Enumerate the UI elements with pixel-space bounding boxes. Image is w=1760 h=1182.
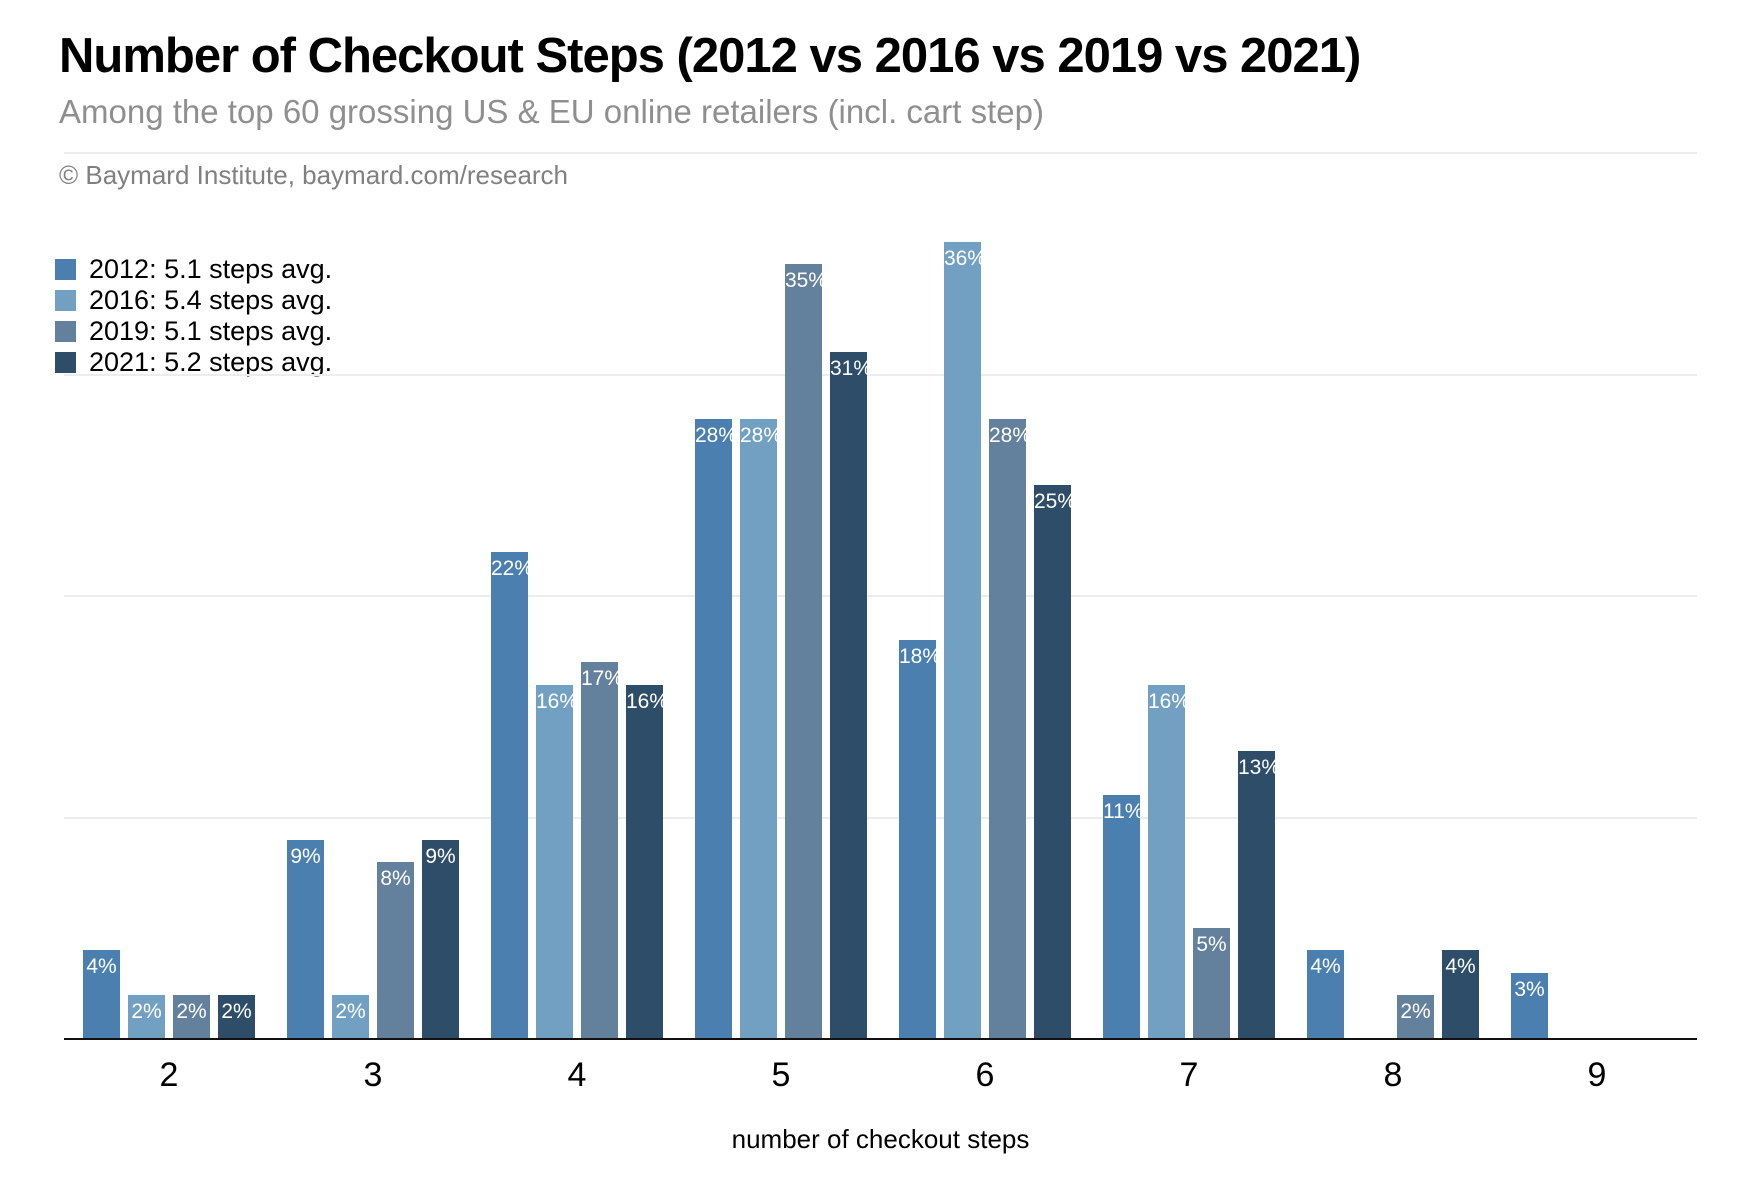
bar-value-label: 28% [740, 423, 783, 447]
bar-value-label: 2% [131, 999, 162, 1023]
legend-label: 2016: 5.4 steps avg. [89, 285, 333, 315]
bar-2021-steps-8: 4% [1442, 950, 1479, 1039]
bar-value-label: 18% [899, 645, 942, 669]
bar-value-label: 25% [1034, 490, 1077, 514]
x-tick-3: 3 [363, 1056, 383, 1094]
bar-2021-steps-6: 25% [1034, 485, 1077, 1039]
legend-label: 2021: 5.2 steps avg. [89, 347, 333, 377]
x-tick-8: 8 [1383, 1056, 1403, 1094]
bar-value-label: 4% [86, 955, 117, 979]
bar-2012-steps-9: 3% [1511, 972, 1548, 1039]
bar-value-label: 2% [221, 999, 252, 1023]
x-tick-6: 6 [975, 1056, 995, 1094]
legend-item-2021: 2021: 5.2 steps avg. [55, 347, 333, 377]
bar-value-label: 35% [785, 268, 828, 292]
x-tick-2: 2 [159, 1056, 179, 1094]
bar-value-label: 17% [581, 667, 624, 691]
bar-2012-steps-4: 22% [491, 551, 534, 1039]
bar-value-label: 9% [425, 844, 456, 868]
legend-swatch [55, 352, 76, 373]
bar-2019-steps-3: 8% [377, 861, 414, 1039]
bar-2012-steps-3: 9% [287, 839, 324, 1039]
bar-value-label: 36% [944, 246, 987, 270]
bar-2012-steps-8: 4% [1307, 950, 1344, 1039]
bar-2019-steps-8: 2% [1397, 994, 1434, 1039]
bar-value-label: 22% [491, 556, 534, 580]
bar-value-label: 16% [626, 689, 669, 713]
bar-2021-steps-7: 13% [1238, 751, 1281, 1039]
plot-area: 4% 9% 22% 28% 18% 11% 4% 3% 2% 2% 16% 28% 36% 16% 2% 8%… [64, 152, 1697, 1040]
bar-2016-steps-3: 2% [332, 994, 369, 1039]
legend-item-2012: 2012: 5.1 steps avg. [55, 254, 333, 284]
bar-value-label: 8% [380, 866, 411, 890]
bar-2016-steps-7: 16% [1148, 684, 1191, 1039]
gridline-10 [64, 816, 1697, 819]
bar-value-label: 28% [989, 423, 1032, 447]
bar-2012-steps-6: 18% [899, 640, 942, 1039]
bar-2021-steps-2: 2% [218, 994, 255, 1039]
bar-2012-steps-7: 11% [1103, 795, 1144, 1039]
bar-value-label: 11% [1103, 800, 1144, 824]
legend-label: 2019: 5.1 steps avg. [89, 316, 333, 346]
x-axis-title: number of checkout steps [731, 1124, 1030, 1154]
gridline-20 [64, 595, 1697, 597]
bar-value-label: 16% [1148, 689, 1191, 713]
copyright-text: © Baymard Institute, baymard.com/researc… [59, 160, 569, 190]
legend-label: 2012: 5.1 steps avg. [89, 254, 333, 284]
legend-item-2019: 2019: 5.1 steps avg. [55, 316, 333, 346]
legend-swatch [55, 290, 76, 311]
legend-item-2016: 2016: 5.4 steps avg. [55, 285, 333, 315]
x-axis-tick-labels: 2 3 4 5 6 7 8 9 [64, 1056, 1697, 1096]
bar-2021-steps-5: 31% [830, 352, 873, 1039]
bar-2019-steps-5: 35% [785, 263, 828, 1039]
bar-2019-steps-7: 5% [1193, 928, 1230, 1039]
bar-2016-steps-6: 36% [944, 241, 987, 1039]
bar-value-label: 9% [290, 844, 321, 868]
bar-value-label: 28% [695, 423, 738, 447]
x-tick-7: 7 [1179, 1056, 1199, 1094]
bar-2019-steps-6: 28% [989, 418, 1032, 1039]
bar-2021-steps-3: 9% [422, 839, 459, 1039]
bar-value-label: 13% [1238, 756, 1281, 780]
gridline-40 [64, 152, 1697, 154]
bar-value-label: 2% [335, 999, 366, 1023]
bar-2016-steps-4: 16% [536, 684, 579, 1039]
legend-swatch [55, 259, 76, 280]
gridline-30 [64, 373, 1697, 376]
legend: 2012: 5.1 steps avg. 2016: 5.4 steps avg.… [55, 254, 333, 377]
bar-2019-steps-4: 17% [581, 662, 624, 1039]
bar-2012-steps-2: 4% [83, 950, 120, 1039]
legend-swatch [55, 321, 76, 342]
bar-value-label: 4% [1310, 955, 1341, 979]
bar-value-label: 5% [1196, 933, 1227, 957]
x-tick-9: 9 [1587, 1056, 1607, 1094]
bar-value-label: 4% [1445, 955, 1476, 979]
bar-2012-steps-5: 28% [695, 418, 738, 1039]
bar-2016-steps-2: 2% [128, 994, 165, 1039]
bar-2019-steps-2: 2% [173, 994, 210, 1039]
x-axis-line [64, 1038, 1697, 1040]
x-tick-5: 5 [771, 1056, 791, 1094]
bar-2021-steps-4: 16% [626, 684, 669, 1039]
chart-subtitle: Among the top 60 grossing US & EU online… [59, 93, 1044, 130]
bar-value-label: 2% [176, 999, 207, 1023]
chart-title: Number of Checkout Steps (2012 vs 2016 v… [59, 29, 1361, 83]
bar-value-label: 16% [536, 689, 579, 713]
bar-2016-steps-5: 28% [740, 418, 783, 1039]
bar-value-label: 31% [830, 357, 873, 381]
bar-value-label: 3% [1514, 977, 1545, 1001]
x-tick-4: 4 [567, 1056, 587, 1094]
bar-value-label: 2% [1400, 999, 1431, 1023]
